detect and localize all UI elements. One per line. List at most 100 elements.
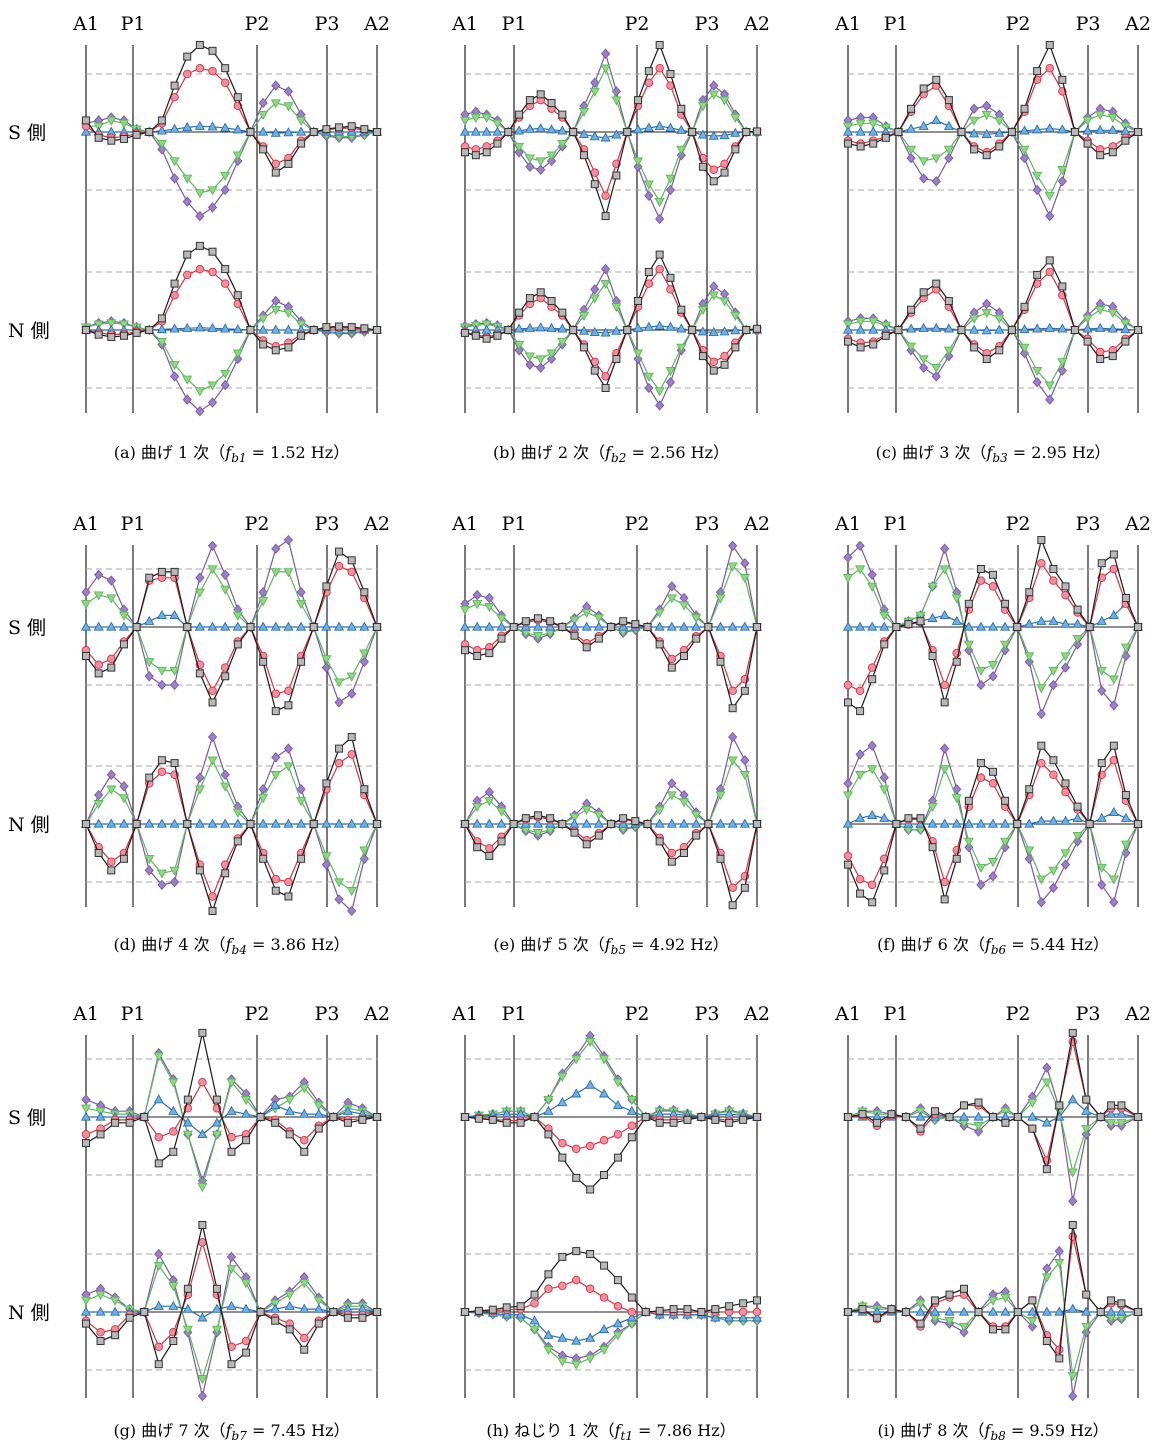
- s-point-black-1: [474, 1114, 483, 1123]
- n-point-green-22: [1108, 875, 1119, 885]
- s-point-blue-16: [283, 127, 294, 137]
- s-point-black-22: [728, 704, 737, 713]
- support-label-a1: A1: [834, 1003, 861, 1025]
- n-point-blue-14: [258, 818, 269, 828]
- s-point-green-16: [1044, 192, 1055, 202]
- s-line-green: [464, 1040, 758, 1118]
- n-point-purple-16: [283, 743, 294, 754]
- s-point-blue-12: [626, 1105, 637, 1115]
- n-point-green-18: [678, 798, 690, 808]
- s-point-blue-2: [868, 126, 879, 136]
- s-point-red-21: [347, 567, 356, 577]
- n-point-red-11: [613, 1301, 623, 1311]
- s-point-black-9: [195, 669, 204, 678]
- s-point-green-9: [211, 1130, 223, 1140]
- n-point-blue-15: [299, 1303, 310, 1313]
- s-point-black-14: [285, 1130, 294, 1139]
- subplot-n: [842, 740, 1144, 908]
- n-point-green-7: [169, 866, 180, 876]
- n-point-green-7: [927, 802, 938, 813]
- n-point-blue-8: [571, 1335, 582, 1345]
- n-point-black-12: [989, 767, 997, 776]
- s-point-green-6: [532, 632, 544, 642]
- n-point-purple-5: [514, 345, 524, 356]
- s-point-black-14: [612, 171, 621, 180]
- s-point-black-10: [208, 46, 217, 55]
- n-point-black-12: [1013, 1308, 1022, 1316]
- support-label-p3: P3: [695, 1003, 720, 1025]
- s-line-blue: [465, 125, 757, 139]
- n-point-red-8: [198, 1238, 207, 1247]
- n-point-blue-7: [557, 1332, 568, 1342]
- n-point-blue-19: [665, 321, 676, 331]
- n-point-black-6: [534, 811, 542, 820]
- s-line-purple: [847, 105, 1139, 218]
- s-point-purple-6: [157, 679, 167, 691]
- n-point-green-5: [144, 855, 155, 865]
- n-point-black-13: [1001, 796, 1010, 805]
- s-point-blue-5: [905, 123, 917, 133]
- s-point-black-10: [227, 1147, 236, 1156]
- n-point-blue-16: [283, 818, 294, 828]
- n-point-blue-21: [1096, 812, 1107, 822]
- s-point-red-11: [613, 1130, 623, 1139]
- s-point-purple-16: [1036, 708, 1046, 720]
- s-point-green-3: [118, 119, 130, 129]
- s-point-blue-19: [691, 621, 702, 631]
- n-point-green-6: [532, 829, 544, 839]
- n-point-green-15: [299, 1279, 310, 1289]
- n-point-green-6: [918, 355, 929, 365]
- caption: (d) 曲げ 4 次（fb4 = 3.86 Hz）: [113, 935, 349, 957]
- s-point-green-2: [868, 119, 879, 129]
- n-point-black-2: [485, 851, 494, 860]
- n-point-black-11: [579, 343, 588, 352]
- s-point-black-9: [570, 631, 579, 640]
- n-point-black-13: [641, 1308, 650, 1316]
- s-point-blue-18: [654, 120, 665, 130]
- n-point-black-1: [474, 1306, 483, 1315]
- s-point-blue-6: [532, 621, 544, 631]
- n-point-purple-9: [195, 772, 205, 783]
- support-label-a2: A2: [743, 1003, 770, 1025]
- s-point-black-21: [1108, 148, 1117, 157]
- s-point-black-8: [558, 623, 567, 631]
- s-point-blue-0: [842, 126, 854, 136]
- s-point-green-12: [232, 611, 243, 621]
- n-point-black-9: [586, 1250, 595, 1258]
- s-point-green-3: [118, 611, 130, 621]
- s-point-blue-0: [80, 1111, 92, 1121]
- s-point-red-17: [1049, 576, 1058, 585]
- s-point-blue-17: [296, 126, 307, 136]
- n-point-red-21: [347, 750, 356, 759]
- n-point-blue-1: [95, 1306, 106, 1316]
- n-point-blue-10: [963, 818, 974, 828]
- s-point-black-24: [753, 623, 761, 631]
- n-point-green-16: [313, 1296, 324, 1306]
- s-point-blue-8: [571, 1088, 582, 1098]
- s-point-blue-0: [80, 126, 92, 136]
- s-line-blue: [848, 1098, 1139, 1124]
- n-point-blue-4: [515, 1309, 526, 1319]
- caption: (f) 曲げ 6 次（fb6 = 5.44 Hz）: [877, 935, 1109, 957]
- caption-subscript: t1: [621, 1429, 633, 1443]
- caption-suffix: = 5.44 Hz）: [1006, 935, 1109, 954]
- n-point-blue-2: [110, 1306, 121, 1316]
- s-point-black-20: [335, 123, 344, 132]
- n-point-green-9: [585, 1354, 596, 1364]
- s-point-red-11: [220, 78, 230, 87]
- n-point-purple-15: [1054, 1245, 1064, 1257]
- s-point-black-10: [208, 698, 217, 707]
- n-point-green-14: [1041, 1273, 1052, 1283]
- s-point-black-8: [944, 96, 953, 105]
- n-point-red-11: [220, 279, 230, 288]
- s-point-black-4: [894, 128, 903, 136]
- n-line-black: [85, 245, 378, 351]
- n-point-black-7: [945, 1290, 954, 1299]
- caption-suffix: = 4.92 Hz）: [626, 935, 729, 954]
- s-point-black-5: [530, 1113, 539, 1121]
- s-point-green-9: [557, 139, 568, 150]
- n-point-purple-6: [919, 362, 929, 373]
- n-point-black-3: [493, 331, 502, 340]
- n-point-purple-18: [655, 400, 665, 411]
- s-point-blue-16: [1067, 1094, 1078, 1104]
